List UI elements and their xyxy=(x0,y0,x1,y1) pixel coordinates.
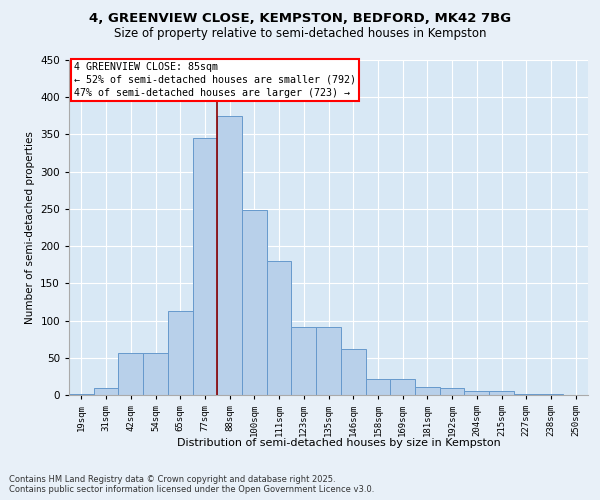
Bar xyxy=(118,352,143,395)
Bar xyxy=(415,387,440,395)
Bar xyxy=(514,394,539,395)
Bar xyxy=(464,392,489,395)
Bar xyxy=(168,311,193,395)
Text: 4, GREENVIEW CLOSE, KEMPSTON, BEDFORD, MK42 7BG: 4, GREENVIEW CLOSE, KEMPSTON, BEDFORD, M… xyxy=(89,12,511,26)
Bar xyxy=(69,394,94,395)
Text: 4 GREENVIEW CLOSE: 85sqm
← 52% of semi-detached houses are smaller (792)
47% of : 4 GREENVIEW CLOSE: 85sqm ← 52% of semi-d… xyxy=(74,62,356,98)
Y-axis label: Number of semi-detached properties: Number of semi-detached properties xyxy=(25,131,35,324)
Bar xyxy=(539,394,563,395)
Bar xyxy=(390,378,415,395)
Bar xyxy=(316,326,341,395)
Bar xyxy=(489,392,514,395)
Bar xyxy=(267,261,292,395)
Bar xyxy=(217,116,242,395)
Text: Distribution of semi-detached houses by size in Kempston: Distribution of semi-detached houses by … xyxy=(177,438,501,448)
Bar xyxy=(341,349,365,395)
Text: Contains HM Land Registry data © Crown copyright and database right 2025.
Contai: Contains HM Land Registry data © Crown c… xyxy=(9,475,374,494)
Bar xyxy=(440,388,464,395)
Bar xyxy=(365,378,390,395)
Bar xyxy=(292,326,316,395)
Bar xyxy=(242,210,267,395)
Bar xyxy=(193,138,217,395)
Text: Size of property relative to semi-detached houses in Kempston: Size of property relative to semi-detach… xyxy=(114,28,486,40)
Bar xyxy=(143,352,168,395)
Bar xyxy=(94,388,118,395)
